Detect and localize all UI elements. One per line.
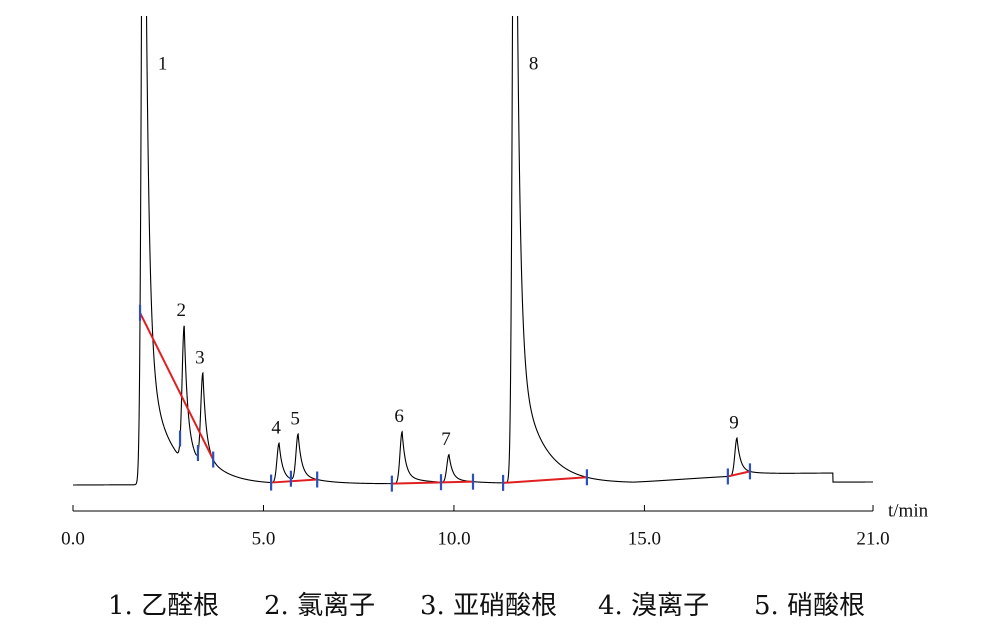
plot-area (73, 16, 873, 486)
x-tick-label: 21.0 (856, 528, 889, 549)
peak (73, 16, 165, 486)
peak-label: 9 (729, 412, 739, 433)
peak-label: 4 (271, 417, 281, 438)
x-tick-label: 5.0 (252, 528, 276, 549)
legend-item: 4. 溴离子 (598, 591, 709, 621)
peak-label: 6 (394, 406, 404, 427)
legend-item: 2. 氯离子 (264, 591, 375, 621)
legend-item: 1. 乙醛根 (108, 591, 219, 621)
peak-label: 7 (441, 429, 451, 450)
x-tick-label: 10.0 (437, 528, 470, 549)
peak (288, 432, 351, 484)
x-axis-label: t/min (888, 500, 929, 521)
peak (240, 442, 289, 484)
peak-label: 2 (176, 300, 186, 321)
integration-baseline (391, 480, 474, 485)
integration-baseline (139, 312, 215, 461)
peak-label: 5 (290, 408, 300, 429)
integration-baseline (503, 476, 587, 484)
legend-item: 5. 硝酸根 (754, 591, 865, 621)
x-tick-label: 0.0 (61, 528, 85, 549)
integration-baseline (727, 470, 751, 478)
peak (481, 16, 626, 484)
integration-baseline (271, 478, 318, 484)
peak (350, 430, 426, 485)
peak (193, 371, 242, 479)
peak (163, 325, 195, 454)
peak-label: 1 (158, 53, 168, 74)
legend-item: 3. 亚硝酸根 (420, 591, 557, 621)
peak-label: 3 (195, 347, 205, 368)
peak-label: 8 (529, 53, 539, 74)
x-tick-label: 15.0 (628, 528, 661, 549)
legend: 1. 乙醛根 2. 氯离子 3. 亚硝酸根 4. 溴离子 5. 硝酸根 (108, 591, 865, 621)
